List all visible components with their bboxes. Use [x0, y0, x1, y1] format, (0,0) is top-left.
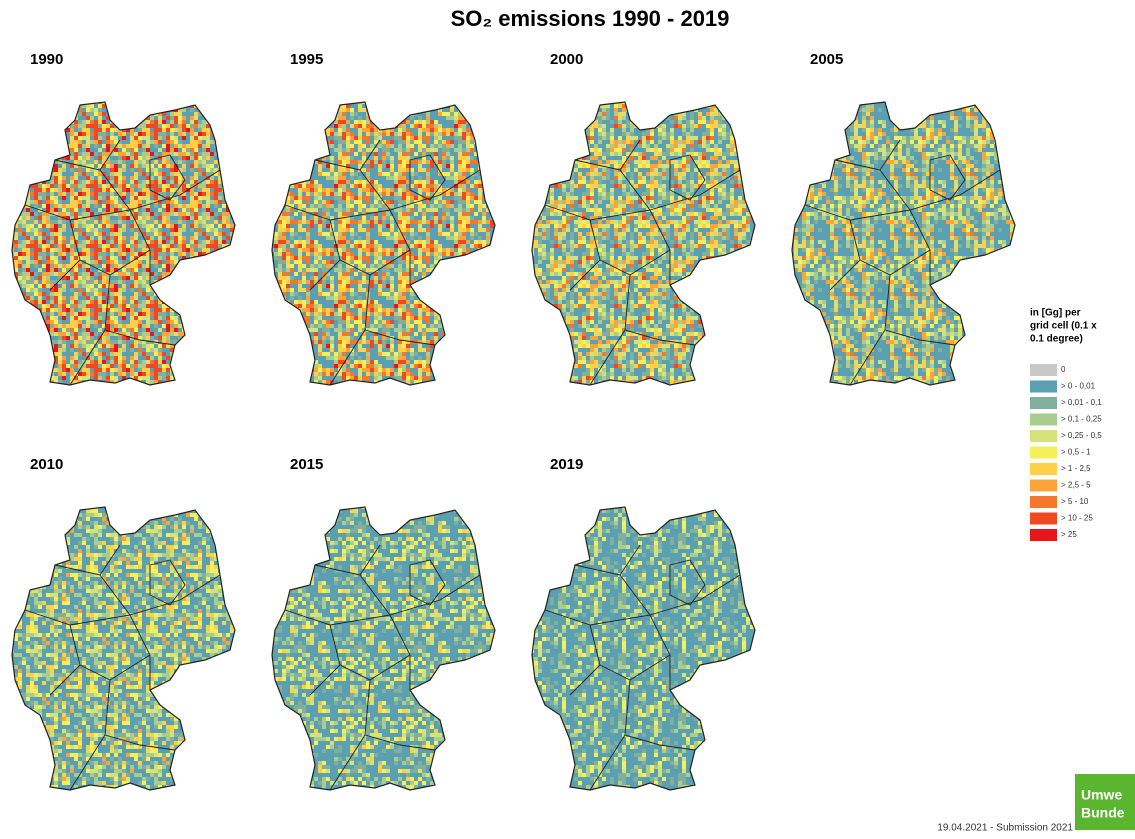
- legend-label: > 1 - 2,5: [1061, 464, 1091, 473]
- legend-label: > 0,01 - 0,1: [1061, 398, 1102, 407]
- legend-swatch: [1030, 480, 1057, 492]
- map-year: 2010: [30, 456, 63, 473]
- country-area: [532, 507, 755, 790]
- legend-swatch: [1030, 496, 1057, 508]
- legend-title: in [Gg] per: [1030, 308, 1081, 319]
- map: [272, 507, 495, 790]
- legend-swatch: [1030, 430, 1057, 442]
- legend-label: 0: [1061, 365, 1066, 374]
- legend-label: > 10 - 25: [1061, 514, 1093, 523]
- legend-label: > 2,5 - 5: [1061, 481, 1091, 490]
- map-year: 2015: [290, 456, 323, 473]
- legend-title: grid cell (0.1 x: [1030, 321, 1097, 332]
- logo-text: Bunde: [1081, 805, 1125, 821]
- country-area: [272, 102, 495, 385]
- map: [532, 102, 755, 385]
- legend-swatch: [1030, 447, 1057, 459]
- map-year: 2005: [810, 51, 843, 68]
- figure: SO₂ emissions 1990 - 2019 19.04.2021 - S…: [0, 0, 1135, 839]
- country-area: [532, 102, 755, 385]
- legend-label: > 25: [1061, 530, 1077, 539]
- country-area: [12, 507, 235, 790]
- map: [532, 507, 755, 790]
- map: [792, 102, 1015, 385]
- map-year: 2019: [550, 456, 583, 473]
- map-year: 2000: [550, 51, 583, 68]
- legend-label: > 0,5 - 1: [1061, 448, 1091, 457]
- legend-swatch: [1030, 414, 1057, 426]
- map: [12, 507, 235, 790]
- map-year: 1995: [290, 51, 323, 68]
- legend-swatch: [1030, 529, 1057, 541]
- legend-label: > 0,1 - 0,25: [1061, 415, 1102, 424]
- legend-swatch: [1030, 381, 1057, 393]
- legend-label: > 5 - 10: [1061, 497, 1089, 506]
- title: SO₂ emissions 1990 - 2019: [451, 6, 730, 31]
- legend-title: 0.1 degree): [1030, 334, 1083, 345]
- country-area: [272, 507, 495, 790]
- legend-label: > 0,25 - 0,5: [1061, 431, 1102, 440]
- map: [12, 102, 235, 385]
- country-area: [12, 102, 235, 385]
- legend-label: > 0 - 0,01: [1061, 382, 1096, 391]
- map: [272, 102, 495, 385]
- legend-swatch: [1030, 364, 1057, 376]
- legend-swatch: [1030, 463, 1057, 475]
- legend-swatch: [1030, 513, 1057, 525]
- legend-swatch: [1030, 397, 1057, 409]
- map-year: 1990: [30, 51, 63, 68]
- footer-text: 19.04.2021 - Submission 2021: [937, 823, 1073, 834]
- country-area: [792, 102, 1015, 385]
- logo-text: Umwe: [1081, 787, 1122, 803]
